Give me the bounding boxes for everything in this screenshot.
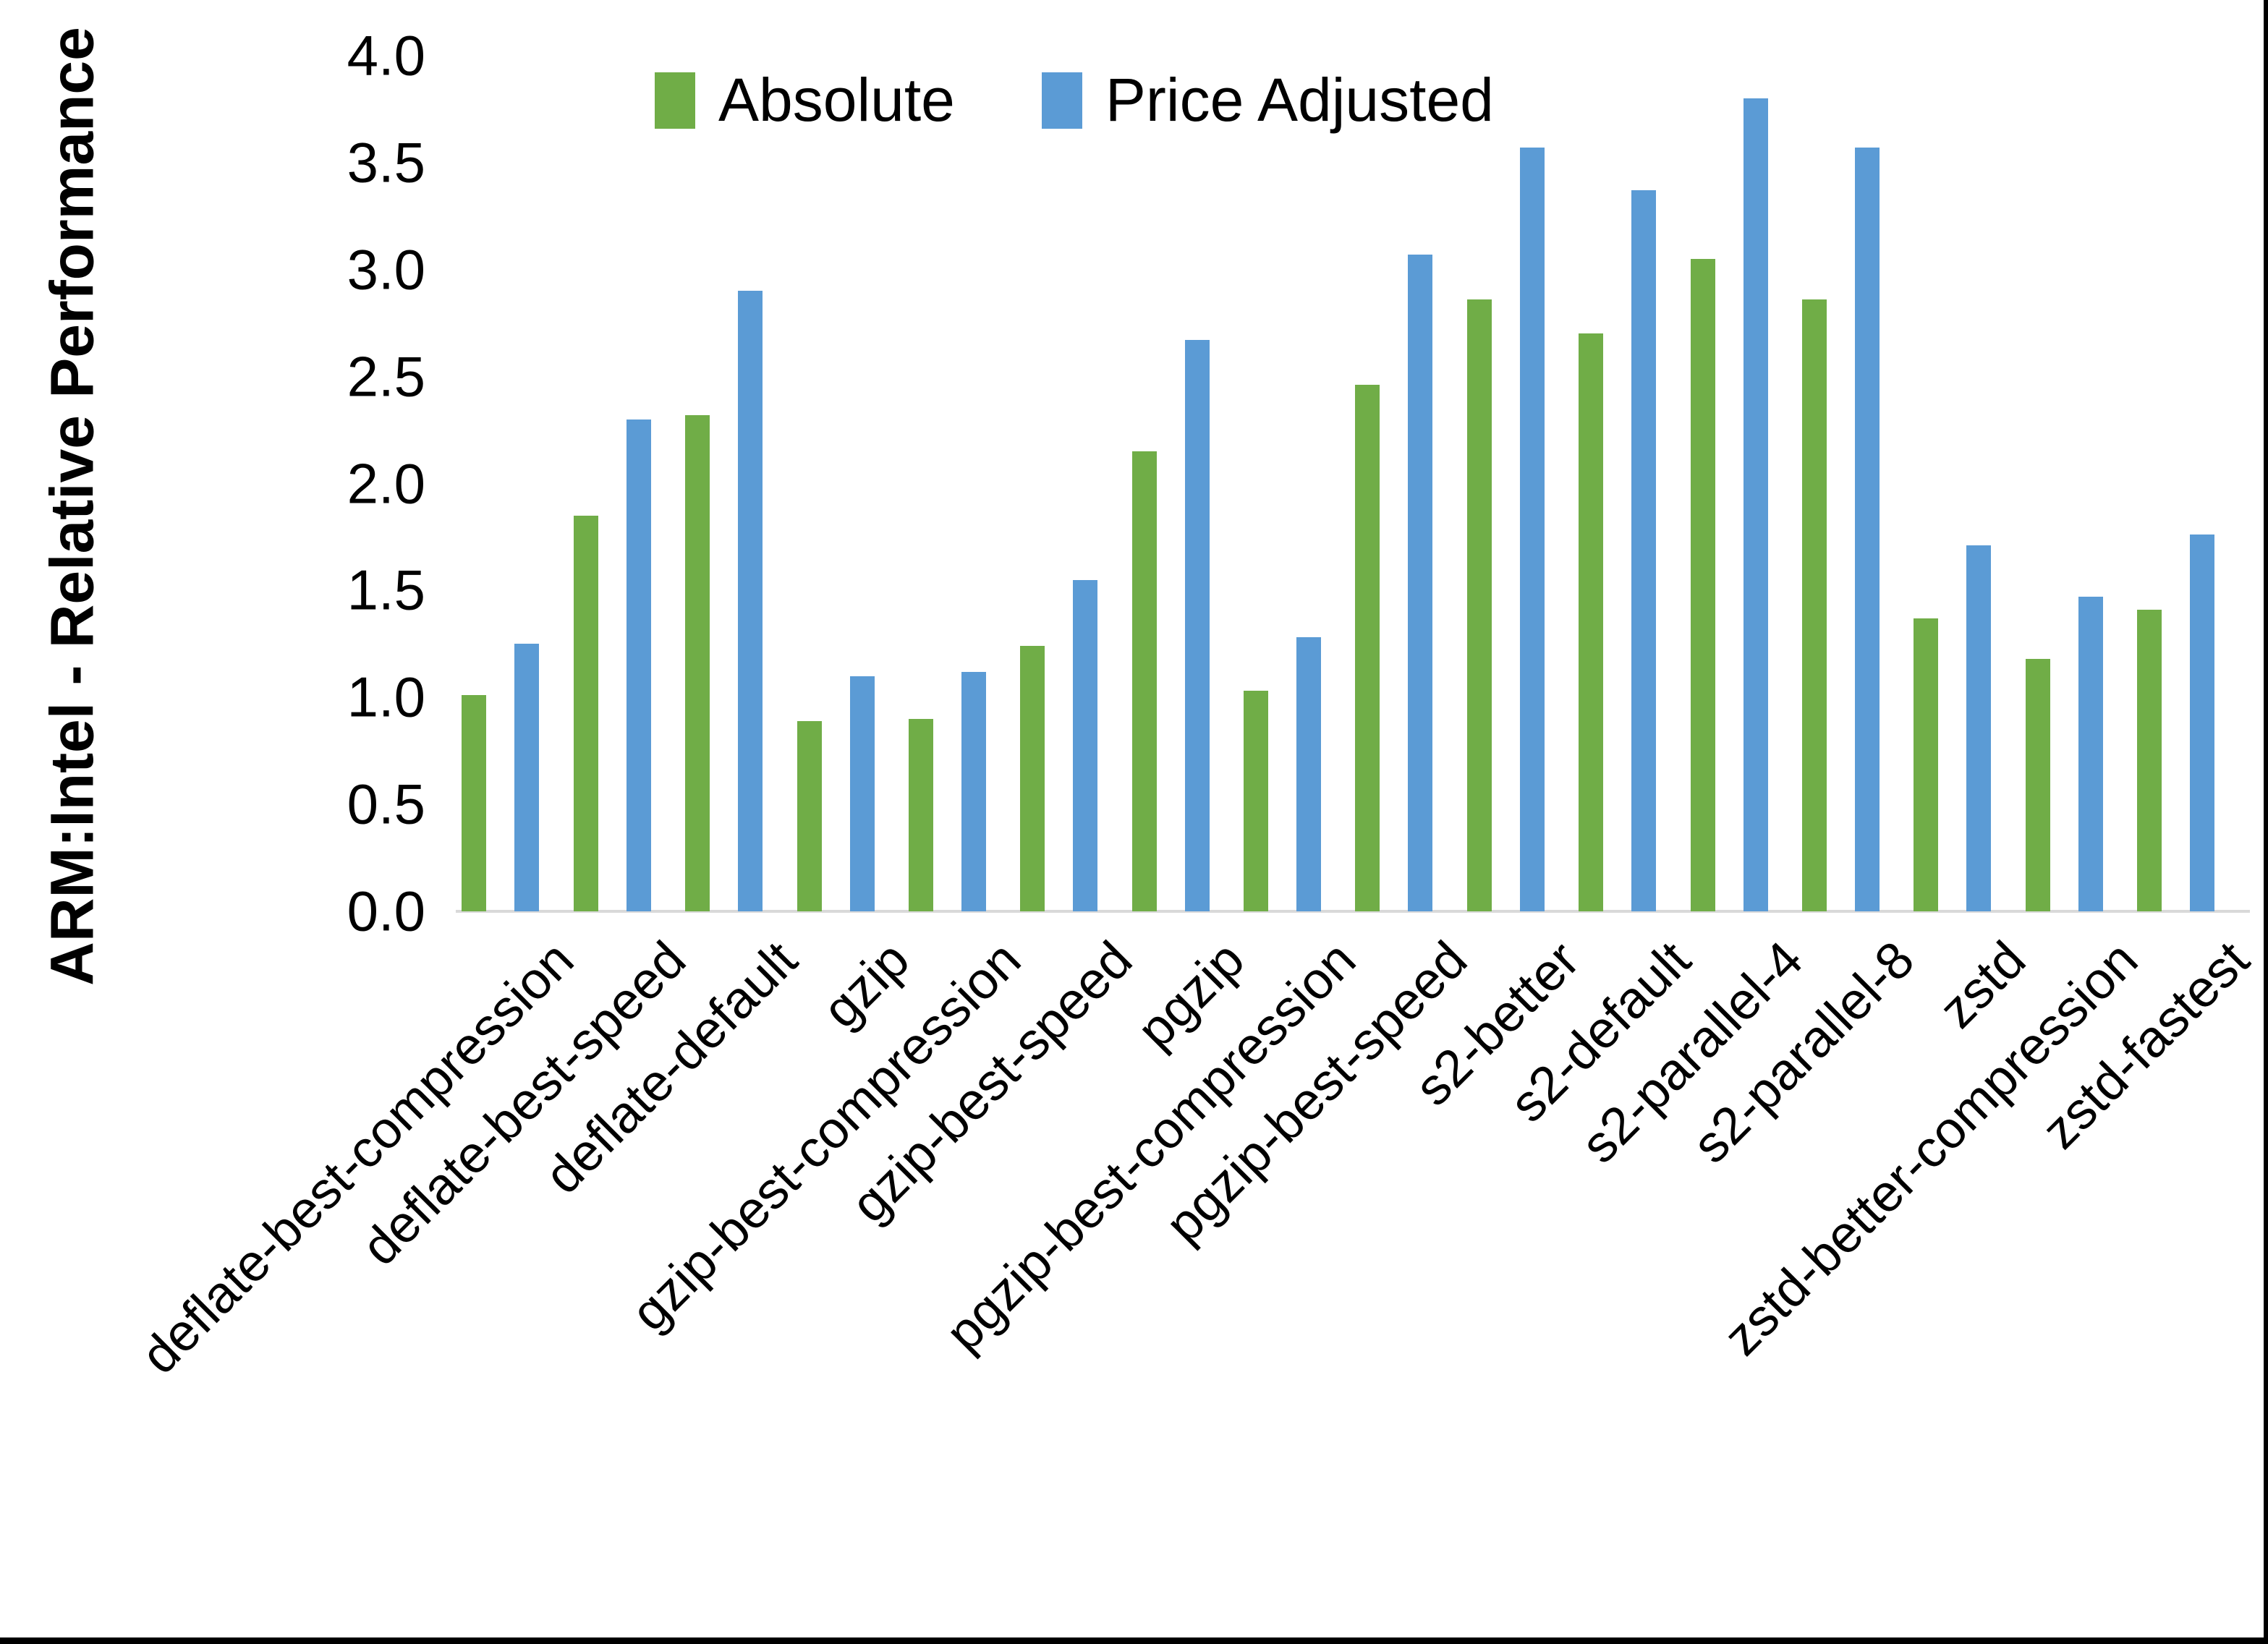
bar-price-adjusted-deflate-best-speed (626, 419, 651, 911)
bar-price-adjusted-deflate-best-compression (514, 644, 540, 911)
x-axis-line (456, 910, 2250, 913)
bar-absolute-zstd-fastest (2137, 609, 2162, 911)
bar-absolute-deflate-default (685, 414, 710, 911)
bar-absolute-pgzip-best-speed (1355, 385, 1380, 911)
bar-price-adjusted-pgzip-best-speed (1408, 255, 1433, 911)
bar-price-adjusted-gzip (849, 676, 875, 911)
legend-label: Price Adjusted (1105, 66, 1494, 134)
bar-absolute-gzip-best-speed (1020, 646, 1045, 911)
y-tick-label: 0.0 (347, 879, 425, 943)
bar-price-adjusted-s2-parallel-4 (1743, 98, 1768, 911)
bar-price-adjusted-gzip-best-speed (1073, 579, 1098, 911)
bar-absolute-gzip-best-compression (908, 718, 933, 911)
y-tick-label: 2.0 (347, 451, 425, 515)
bar-price-adjusted-pgzip (1184, 340, 1210, 911)
legend-item-absolute: Absolute (655, 65, 955, 135)
legend-swatch-icon (655, 72, 695, 129)
bar-absolute-s2-parallel-4 (1690, 258, 1715, 911)
y-tick-label: 1.5 (347, 558, 425, 622)
bar-absolute-s2-default (1579, 333, 1604, 911)
bar-absolute-s2-parallel-8 (1801, 299, 1827, 911)
x-category-label-deflate-best-compression: deflate-best-compression (130, 930, 585, 1385)
bar-price-adjusted-gzip-best-compression (961, 671, 986, 911)
bar-price-adjusted-deflate-default (738, 291, 763, 911)
bar-absolute-zstd-better-compression (2025, 659, 2050, 911)
y-axis-title: ARM:Intel - Relative Performance (38, 27, 106, 986)
y-tick-label: 2.5 (347, 344, 425, 409)
bar-price-adjusted-pgzip-best-compression (1296, 637, 1321, 911)
y-tick-label: 1.0 (347, 665, 425, 729)
bar-price-adjusted-zstd (1966, 545, 1992, 911)
legend-item-price-adjusted: Price Adjusted (1041, 65, 1494, 135)
bar-absolute-pgzip-best-compression (1244, 691, 1268, 911)
bar-price-adjusted-zstd-better-compression (2078, 597, 2103, 911)
bar-price-adjusted-s2-parallel-8 (1854, 148, 1880, 911)
y-tick-label: 0.5 (347, 772, 425, 836)
bar-absolute-zstd (1914, 618, 1939, 911)
y-tick-label: 3.5 (347, 130, 425, 195)
bar-absolute-deflate-best-compression (462, 695, 487, 911)
screenshot-right-border (2264, 0, 2268, 1644)
legend-label: Absolute (718, 66, 955, 134)
bar-price-adjusted-s2-better (1519, 148, 1545, 911)
bar-price-adjusted-s2-default (1631, 190, 1657, 911)
legend: Absolute Price Adjusted (655, 65, 1494, 135)
bar-absolute-deflate-best-speed (573, 515, 598, 911)
screenshot-bottom-border (0, 1637, 2268, 1644)
y-tick-label: 4.0 (347, 23, 425, 88)
bar-absolute-pgzip (1131, 451, 1157, 911)
legend-swatch-icon (1041, 72, 1082, 129)
bar-price-adjusted-zstd-fastest (2190, 534, 2214, 911)
y-tick-label: 3.0 (347, 237, 425, 302)
bar-absolute-s2-better (1466, 299, 1492, 911)
bar-absolute-gzip (797, 720, 822, 911)
